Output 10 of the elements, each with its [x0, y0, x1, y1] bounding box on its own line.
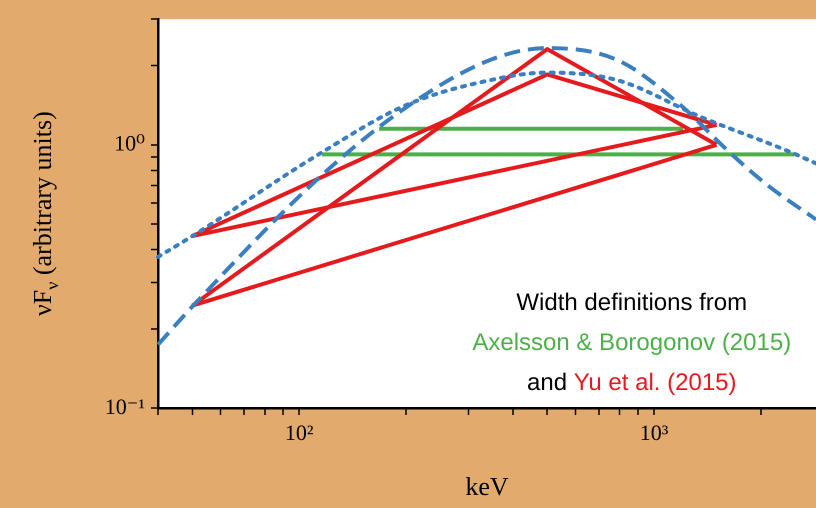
- x-tick-label: 10²: [284, 420, 314, 445]
- annotation: Width definitions from: [516, 289, 748, 316]
- annotation: Axelsson & Borogonov (2015): [472, 329, 792, 356]
- x-tick-label: 10³: [640, 420, 669, 445]
- y-tick-label: 10⁰: [114, 130, 146, 156]
- y-tick-label: 10⁻¹: [104, 394, 145, 419]
- annotation: and: [527, 369, 574, 396]
- x-axis-title: keV: [465, 472, 509, 502]
- y-axis-title: νFν (arbitrary units): [28, 111, 62, 316]
- annotation: Yu et al. (2015): [574, 369, 737, 396]
